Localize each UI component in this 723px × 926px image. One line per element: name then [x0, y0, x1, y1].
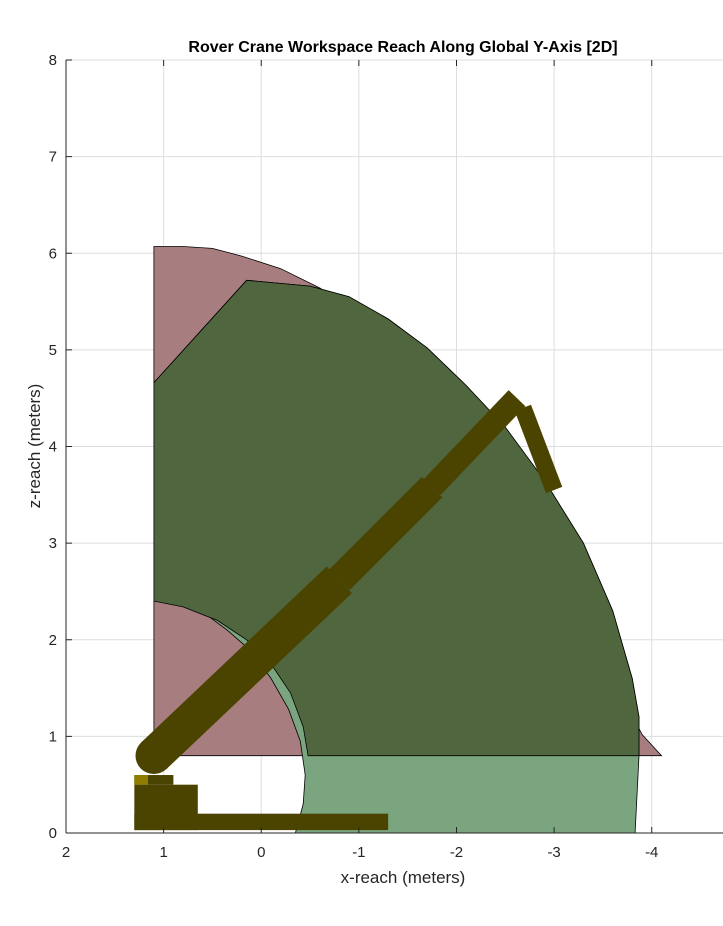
y-tick-label: 1: [49, 728, 57, 745]
crane-boom-tip-segment: [423, 390, 526, 496]
y-axis-label: z-reach (meters): [25, 384, 44, 509]
y-tick-label: 6: [49, 245, 57, 262]
crane-boom-mid-segment: [329, 476, 443, 591]
x-tick-label: 2: [62, 844, 70, 861]
plot-area: 2 1 0 -1 -2 -3 -4 0 1 2 3 4 5 6 7 8: [49, 52, 723, 861]
y-tick-label: 7: [49, 149, 57, 166]
y-tick-label: 2: [49, 632, 57, 649]
y-tick-label: 0: [49, 825, 57, 842]
x-tick-label: -2: [450, 844, 463, 861]
crane: [134, 390, 563, 831]
y-tick-label: 3: [49, 535, 57, 552]
x-tick-label: -3: [547, 844, 560, 861]
chart-title: Rover Crane Workspace Reach Along Global…: [188, 39, 617, 56]
y-tick-label: 5: [49, 342, 57, 359]
crane-shoulder-joint: [135, 737, 173, 775]
y-ticks: 0 1 2 3 4 5 6 7 8: [49, 52, 72, 842]
x-tick-label: 1: [159, 844, 167, 861]
crane-top-block-accent: [134, 775, 149, 785]
crane-base-top-block: [134, 775, 174, 785]
crane-boom-base-segment: [141, 566, 352, 770]
x-tick-label: 0: [257, 844, 265, 861]
y-tick-label: 4: [49, 439, 57, 456]
x-axis-label: x-reach (meters): [341, 868, 466, 887]
crane-base-column: [134, 784, 198, 831]
x-tick-label: -4: [645, 844, 658, 861]
crane-crane-hook-arm: [514, 404, 563, 494]
x-tick-label: -1: [352, 844, 365, 861]
y-tick-label: 8: [49, 52, 57, 69]
x-ticks: 2 1 0 -1 -2 -3 -4: [62, 60, 658, 861]
